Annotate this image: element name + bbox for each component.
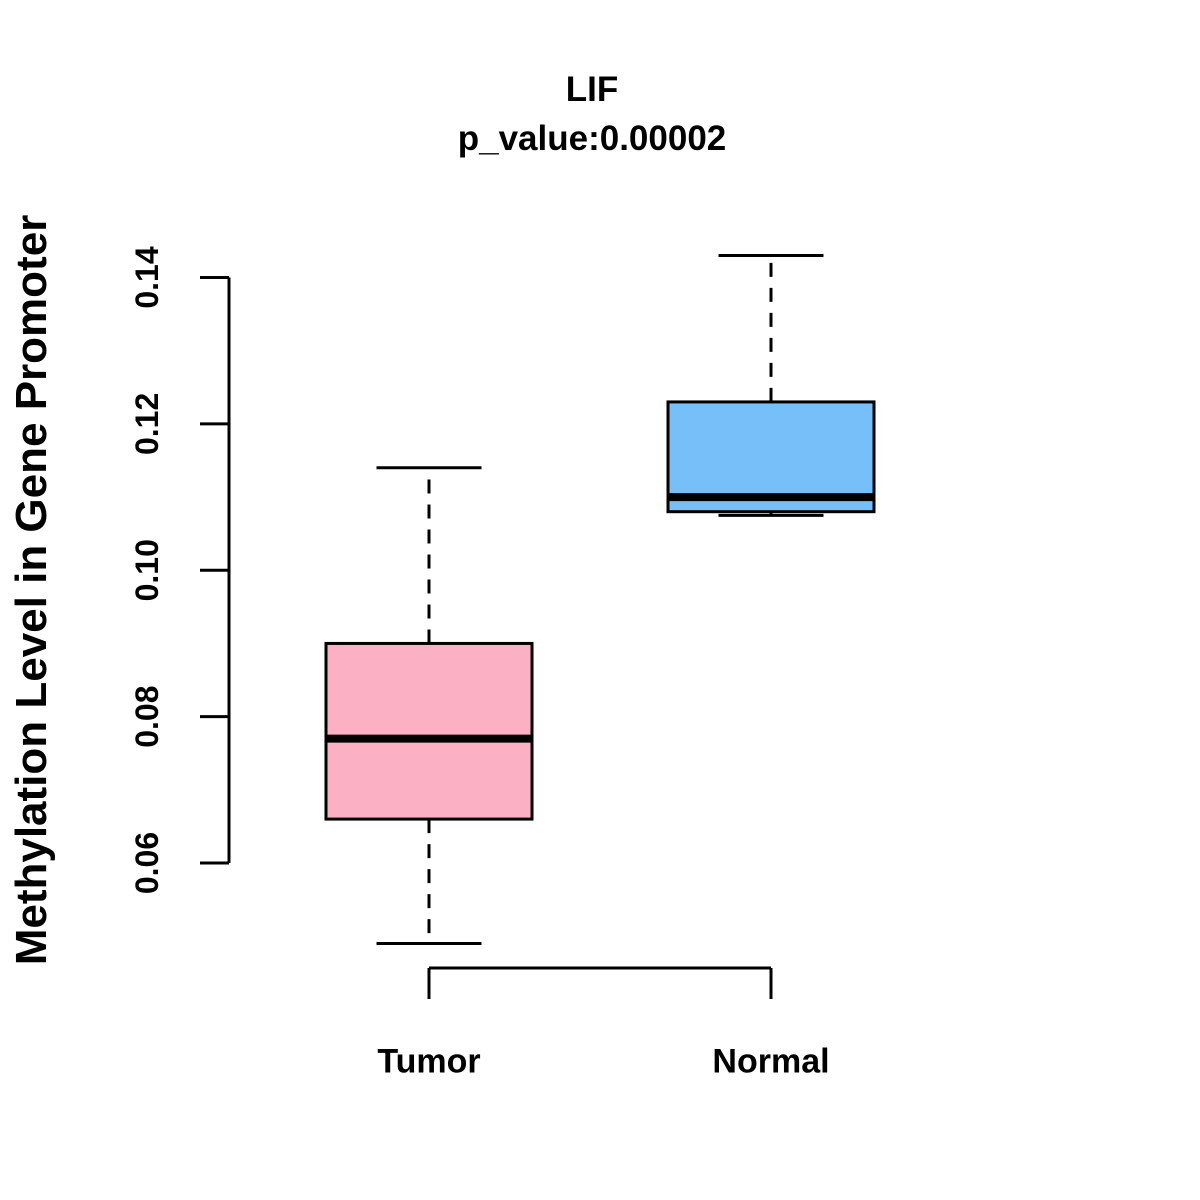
y-tick-label: 0.10 xyxy=(129,539,165,601)
y-tick-label: 0.14 xyxy=(129,246,165,308)
chart-subtitle-pvalue: p_value:0.00002 xyxy=(457,119,727,158)
chart-title: LIF xyxy=(565,70,619,109)
x-tick-label-normal: Normal xyxy=(712,1042,830,1081)
x-tick-label-tumor: Tumor xyxy=(377,1042,481,1081)
y-tick-label: 0.06 xyxy=(129,832,165,894)
box-tumor xyxy=(324,641,534,821)
y-tick-label: 0.08 xyxy=(129,685,165,747)
y-tick-label: 0.12 xyxy=(129,393,165,455)
